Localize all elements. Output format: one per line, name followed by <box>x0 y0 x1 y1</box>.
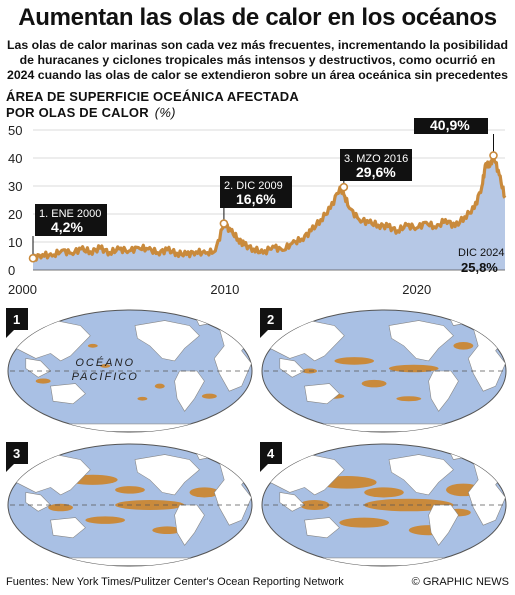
annotation-marker <box>489 151 498 160</box>
annotation-date: 1. ENE 2000 <box>39 208 101 220</box>
annotation-box <box>414 118 488 134</box>
heatwave-area <box>388 364 439 373</box>
landmass <box>279 492 306 512</box>
x-tick-label: 2010 <box>210 282 239 297</box>
annotation-value: 25,8% <box>461 260 498 275</box>
panel-number: 1 <box>13 312 20 327</box>
x-tick-label: 2020 <box>402 282 431 297</box>
landmass <box>25 492 52 512</box>
y-tick-label: 0 <box>8 263 15 278</box>
landmass <box>271 557 497 566</box>
annotation-marker <box>28 253 38 263</box>
heatwave-area <box>87 343 98 348</box>
landmass <box>304 383 340 405</box>
annotation-value: 16,6% <box>236 191 276 207</box>
panel-number: 2 <box>267 312 274 327</box>
annotation-box <box>340 149 412 181</box>
heatwave-area <box>364 487 404 498</box>
map-panel-3: 3 <box>6 442 253 567</box>
y-tick-label: 40 <box>8 151 22 166</box>
heatwave-area <box>453 342 474 350</box>
panel-number: 3 <box>13 446 20 461</box>
panel-number-flag <box>6 308 28 338</box>
x-tick-label: 2000 <box>8 282 37 297</box>
credit-note: © GRAPHIC NEWS <box>411 576 509 588</box>
heatwave-area <box>152 526 183 534</box>
landmass <box>50 383 86 405</box>
panel-number-flag <box>6 442 28 472</box>
chart-title-line-1: ÁREA DE SUPERFICIE OCEÁNICA AFECTADA <box>6 89 299 104</box>
source-note: Fuentes: New York Times/Pulitzer Center'… <box>6 576 344 588</box>
y-tick-label: 50 <box>8 123 22 138</box>
heatwave-area <box>339 517 389 528</box>
annotation-value: 29,6% <box>356 164 396 180</box>
annotation-box <box>220 176 292 208</box>
landmass <box>428 370 459 412</box>
ocean-label: PACÍFICO <box>72 370 139 383</box>
heatwave-area <box>154 383 165 389</box>
series-line <box>31 153 507 262</box>
y-tick-label: 10 <box>8 235 22 250</box>
chart-title: ÁREA DE SUPERFICIE OCEÁNICA AFECTADA POR… <box>6 89 299 121</box>
landmass <box>304 517 340 539</box>
annotation-date: 2. DIC 2009 <box>224 180 283 192</box>
y-unit-label: (%) <box>154 105 176 120</box>
landmass <box>134 454 200 496</box>
landmass <box>174 370 205 412</box>
heatwave-area <box>115 486 145 494</box>
subtitle: Las olas de calor marinas son cada vez m… <box>7 38 508 82</box>
landmass <box>134 320 200 362</box>
landmass <box>17 423 243 432</box>
page-title: Aumentan las olas de calor en los océano… <box>18 4 497 31</box>
map-panel-4: 4 <box>260 442 507 567</box>
annotation-marker <box>339 182 349 192</box>
landmass <box>17 557 243 566</box>
panel-number-flag <box>260 308 282 338</box>
annotation-box <box>35 204 107 236</box>
map-panel-2: 2 <box>260 308 507 433</box>
heatwave-area <box>396 396 422 402</box>
series-area <box>33 155 505 270</box>
landmass <box>271 423 497 432</box>
heatwave-area <box>201 393 217 399</box>
landmass <box>25 358 52 378</box>
heatwave-area <box>35 378 51 384</box>
landmass <box>50 517 86 539</box>
landmass <box>279 358 306 378</box>
heatwave-area <box>48 503 73 512</box>
landmass <box>388 454 454 496</box>
annotation-value: 40,9% <box>430 118 470 133</box>
annotation-date: DIC 2024 <box>458 247 504 259</box>
ocean-label: OCÉANO <box>75 356 135 369</box>
panel-number-flag <box>260 442 282 472</box>
heatwave-area <box>100 364 111 368</box>
annotation-marker <box>219 219 229 228</box>
heatwave-area <box>137 396 148 401</box>
heatwave-area <box>189 487 220 498</box>
chart-title-line-2: POR OLAS DE CALOR <box>6 105 149 120</box>
heatwave-area <box>299 499 330 511</box>
landmass <box>428 504 459 546</box>
y-tick-label: 20 <box>8 207 22 222</box>
landmass <box>174 504 205 546</box>
annotation-date: 3. MZO 2016 <box>344 153 408 165</box>
heatwave-area <box>85 516 126 524</box>
annotation-value: 4,2% <box>51 219 83 235</box>
heatwave-area <box>361 379 387 388</box>
y-tick-label: 30 <box>8 179 22 194</box>
heatwave-area <box>334 357 375 365</box>
panel-number: 4 <box>267 446 275 461</box>
landmass <box>388 320 454 362</box>
